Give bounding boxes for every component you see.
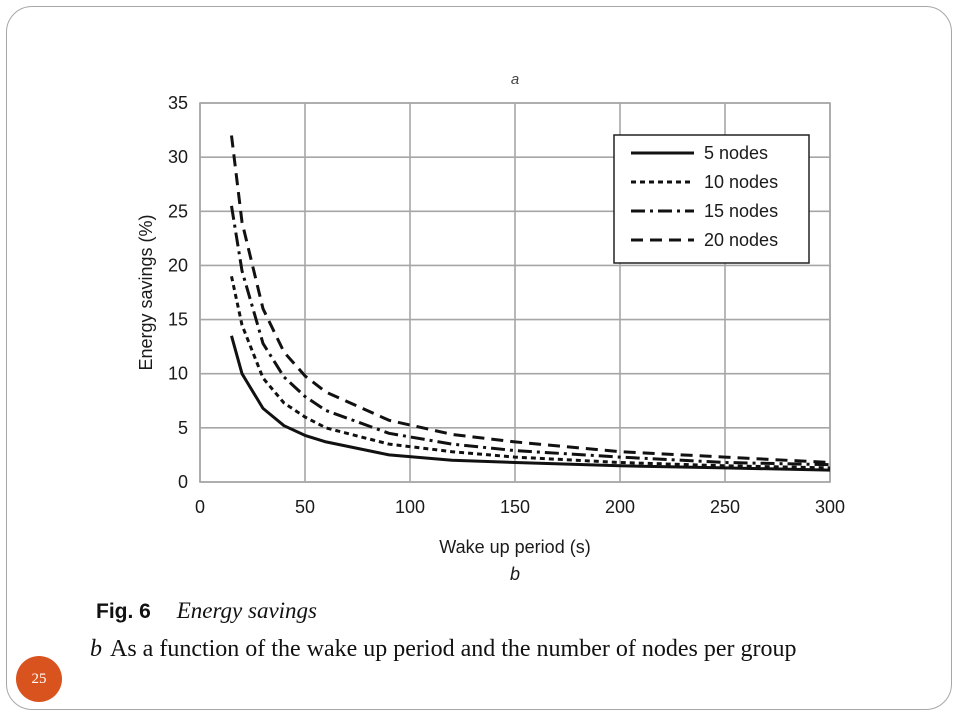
- top-panel-label: a: [511, 71, 519, 88]
- x-axis-label: Wake up period (s): [439, 537, 590, 557]
- x-tick-label: 150: [500, 497, 530, 517]
- series-lines: [230, 135, 831, 472]
- y-tick-label: 15: [168, 310, 188, 330]
- y-tick-label: 10: [168, 364, 188, 384]
- axes: 0 50 100 150 200 250 300 0 5 10 15 20 25 30 35: [168, 93, 845, 517]
- figure-subcaption: b As a function of the wake up period and…: [90, 636, 796, 663]
- legend: 5 nodes 10 nodes 15 nodes 20 nodes: [613, 134, 810, 264]
- panel-label: b: [510, 564, 520, 584]
- x-tick-label: 300: [815, 497, 845, 517]
- x-tick-label: 0: [195, 497, 205, 517]
- x-tick-label: 50: [295, 497, 315, 517]
- figure-title: Energy savings: [176, 598, 318, 623]
- legend-box: [613, 134, 810, 264]
- figure-caption: Fig. 6 Energy savings: [96, 598, 317, 624]
- y-axis-label: Energy savings (%): [136, 214, 156, 370]
- series-line: [230, 205, 831, 467]
- subcaption-letter: b: [90, 636, 102, 662]
- figure-label: Fig. 6: [96, 600, 151, 623]
- legend-label: 10 nodes: [704, 172, 778, 192]
- x-tick-label: 100: [395, 497, 425, 517]
- legend-label: 5 nodes: [704, 143, 768, 163]
- chart-labels: Wake up period (s) Energy savings (%) b a: [136, 71, 591, 584]
- y-tick-label: 5: [178, 418, 188, 438]
- y-tick-label: 20: [168, 255, 188, 275]
- y-tick-label: 0: [178, 472, 188, 492]
- y-tick-label: 25: [168, 201, 188, 221]
- x-tick-label: 200: [605, 497, 635, 517]
- x-tick-label: 250: [710, 497, 740, 517]
- y-tick-label: 30: [168, 147, 188, 167]
- page-number-badge: 25: [16, 656, 62, 702]
- series-line: [230, 335, 831, 472]
- series-line: [230, 135, 831, 464]
- series-line: [230, 275, 831, 470]
- y-tick-label: 35: [168, 93, 188, 113]
- subcaption-text: As a function of the wake up period and …: [110, 636, 797, 662]
- legend-label: 20 nodes: [704, 230, 778, 250]
- legend-label: 15 nodes: [704, 201, 778, 221]
